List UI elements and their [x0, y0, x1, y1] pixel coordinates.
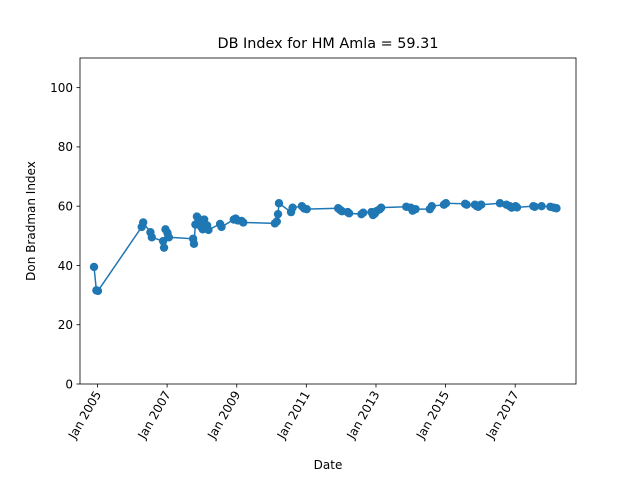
data-point [272, 217, 281, 226]
data-point [93, 286, 103, 296]
data-point [530, 202, 539, 211]
axes-frame [79, 57, 577, 385]
data-point [512, 203, 522, 212]
y-tick-label: 60 [58, 199, 73, 213]
data-point [288, 203, 297, 212]
data-point [302, 204, 311, 214]
data-point [204, 225, 213, 235]
x-axis-label: Date [314, 458, 343, 472]
y-tick-label: 100 [50, 81, 73, 95]
y-tick-label: 20 [58, 318, 73, 332]
data-point [462, 200, 471, 209]
data-point [495, 199, 505, 208]
data-point [359, 208, 368, 217]
data-point [441, 199, 451, 208]
data-point [552, 204, 561, 213]
data-point [217, 222, 226, 232]
y-tick-label: 80 [58, 140, 73, 154]
y-tick-label: 40 [58, 259, 73, 273]
data-point [159, 243, 169, 252]
data-point [427, 201, 437, 211]
y-axis-label: Don Bradman Index [24, 161, 38, 281]
data-point [476, 200, 486, 209]
data-point [411, 204, 420, 214]
plot-area [89, 199, 561, 296]
data-point [344, 209, 354, 218]
data-point [537, 201, 546, 211]
data-point [377, 203, 386, 212]
data-point [239, 218, 248, 227]
chart-title: DB Index for HM Amla = 59.31 [218, 36, 439, 52]
y-tick-label: 0 [65, 377, 73, 391]
data-point [138, 218, 148, 227]
data-point [164, 233, 174, 242]
data-point [189, 239, 199, 249]
data-point [273, 209, 283, 219]
data-point [147, 233, 157, 242]
data-point [89, 262, 99, 272]
data-point [274, 199, 284, 208]
y-axis: 0 20 40 60 80 100 [50, 81, 80, 391]
